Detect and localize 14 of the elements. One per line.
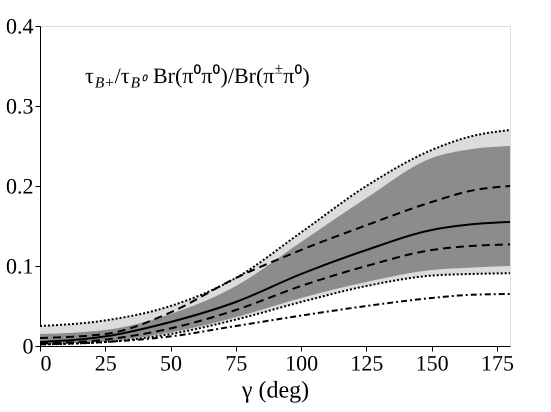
- y-tick-label: 0.3: [6, 94, 34, 118]
- x-tick-label: 150: [416, 350, 449, 376]
- x-axis-title: γ (deg): [240, 378, 310, 404]
- y-tick-label: 0.4: [6, 14, 34, 38]
- y-tick-label: 0.2: [6, 174, 34, 198]
- x-tick-label: 75: [225, 350, 248, 376]
- x-tick-label: 125: [350, 350, 384, 376]
- x-tick-label: 50: [160, 350, 182, 376]
- x-tick-label: 25: [94, 350, 117, 376]
- x-tick-label: 0: [40, 350, 52, 376]
- x-tick-label: 175: [480, 350, 514, 376]
- x-tick-label: 100: [285, 350, 318, 376]
- y-tick-label: 0.1: [6, 254, 34, 278]
- y-tick-label: 0: [22, 334, 34, 358]
